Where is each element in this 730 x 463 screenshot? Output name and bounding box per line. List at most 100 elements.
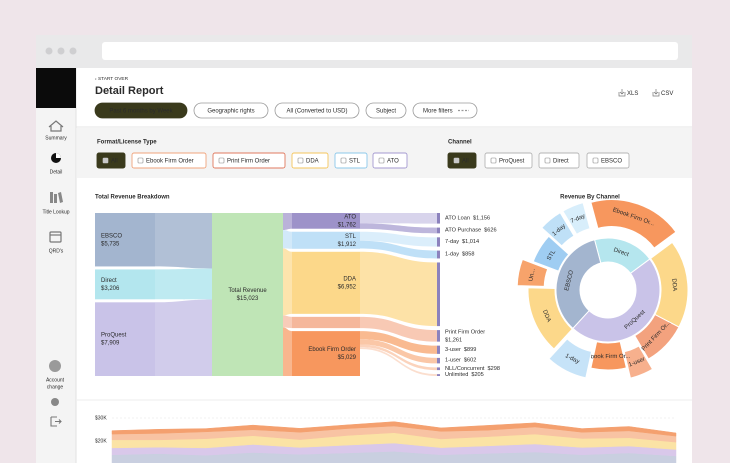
sankey-leaf [437, 330, 440, 342]
back-text[interactable]: START OVER [98, 76, 129, 82]
filter-chip[interactable] [96, 152, 126, 169]
chip-checkbox [102, 157, 109, 164]
sankey-node-value: $15,023 [237, 296, 259, 302]
sankey-node-label: ProQuest [101, 333, 127, 339]
sankey-node-value: $7,909 [101, 341, 120, 347]
filter-pill[interactable] [365, 102, 407, 119]
format-filter-title: Format/License Type [97, 140, 157, 146]
sankey-link [360, 344, 437, 371]
filter-chip-label: All [462, 158, 469, 164]
sunburst-label: 1-user [628, 357, 646, 369]
sankey-link [360, 347, 437, 376]
leaf-value: $602 [464, 358, 476, 364]
sankey-leaf-label: ATO Loan $1,156 [445, 216, 490, 222]
address-bar[interactable] [102, 42, 678, 60]
sankey-node [292, 231, 360, 249]
sankey-leaf-label: 3-user $899 [445, 347, 476, 353]
sankey-leaf [437, 367, 440, 371]
account-avatar[interactable] [49, 360, 61, 372]
filter-chip[interactable] [538, 152, 580, 169]
chip-checkbox [378, 157, 385, 164]
filter-pill-label: All (Converted to USD) [286, 108, 347, 114]
help-icon[interactable] [51, 398, 59, 406]
chip-checkbox [297, 157, 304, 164]
leaf-name: NLL/Concurrent [445, 366, 485, 372]
sankey-link [155, 213, 212, 269]
filter-pill[interactable] [94, 102, 188, 119]
filter-chip-label: EBSCO [601, 158, 622, 164]
sankey-leaf-value: $1,261 [445, 337, 462, 343]
export-icon[interactable] [652, 89, 660, 97]
filter-chip-label: Ebook Firm Order [146, 158, 194, 164]
sankey-leaf [437, 250, 440, 259]
sunburst-segment [548, 338, 593, 379]
leaf-name: ATO Loan [445, 216, 470, 222]
filter-chip[interactable] [484, 152, 533, 169]
sankey-link [360, 223, 437, 234]
sunburst-segment [634, 313, 680, 360]
sankey-node [95, 269, 155, 300]
filter-chip[interactable] [372, 152, 408, 169]
sunburst-segment [590, 340, 627, 371]
sankey-node-label: Ebook Firm Order [308, 347, 356, 353]
filter-chip-label: Direct [553, 158, 569, 164]
filter-chip-label: ATO [387, 158, 399, 164]
export-label[interactable]: CSV [661, 91, 673, 97]
sidebar-label[interactable]: Summary [45, 135, 67, 141]
sankey-link [155, 268, 212, 300]
sidebar-label[interactable]: QRD's [49, 248, 64, 254]
export-icon[interactable] [618, 89, 626, 97]
sankey-node [292, 251, 360, 314]
sidebar-label[interactable]: Detail [50, 169, 63, 175]
sunburst-label: 7-day [570, 213, 586, 224]
sankey-node-label: Direct [101, 278, 117, 284]
filter-chip[interactable] [334, 152, 368, 169]
sankey-node-label: Total Revenue [228, 288, 267, 294]
leaf-name: 3-user [445, 347, 461, 353]
sunburst-label: Direct [613, 247, 630, 258]
export-label[interactable]: XLS [627, 91, 638, 97]
y-tick-label: $30K [95, 415, 107, 421]
sankey-leaf [437, 213, 440, 224]
sunburst-label: Ebook Firm Or... [587, 354, 631, 360]
sunburst-segment [562, 201, 591, 235]
sankey-link [360, 213, 437, 224]
qrd-icon[interactable] [49, 231, 62, 243]
window-dot [69, 47, 77, 55]
sankey-link [360, 231, 437, 247]
account-label: Account [46, 377, 65, 383]
leaf-value: $899 [464, 347, 476, 353]
window-dot [45, 47, 53, 55]
title-lookup-icon[interactable] [50, 192, 63, 203]
sankey-link [360, 316, 437, 342]
filter-pill-label: Geographic rights [207, 108, 254, 114]
filter-chip-label: All [111, 158, 118, 164]
logout-icon[interactable] [50, 416, 62, 427]
sankey-node [212, 213, 283, 376]
filter-pill[interactable] [193, 102, 269, 119]
filter-pill[interactable] [274, 102, 360, 119]
filter-pill[interactable] [412, 102, 478, 119]
filter-chip[interactable] [291, 152, 329, 169]
filter-chip[interactable] [447, 152, 477, 169]
sidebar-label[interactable]: Title Lookup [42, 209, 69, 215]
channel-filter-title: Channel [448, 140, 472, 146]
sunburst-channel [572, 258, 661, 343]
sunburst-segment [516, 258, 549, 287]
filter-chip[interactable] [212, 152, 286, 169]
sankey-leaf-label: 1-user $602 [445, 358, 476, 364]
sankey-link [360, 240, 437, 259]
sankey-leaf-label: 7-day $1,014 [445, 239, 479, 245]
sankey-link [283, 327, 292, 376]
leaf-name: 1-user [445, 358, 461, 364]
sankey-node-value: $1,762 [338, 222, 357, 228]
sankey-link [360, 251, 437, 327]
filter-pill-label: Subject [376, 108, 396, 114]
filter-chip[interactable] [586, 152, 630, 169]
sankey-node-value: $3,206 [101, 286, 120, 292]
back-link[interactable]: ‹ START OVER [95, 76, 129, 82]
sunburst-label: STL [546, 249, 557, 262]
filter-chip[interactable] [131, 152, 207, 169]
summary-icon[interactable] [48, 120, 64, 132]
